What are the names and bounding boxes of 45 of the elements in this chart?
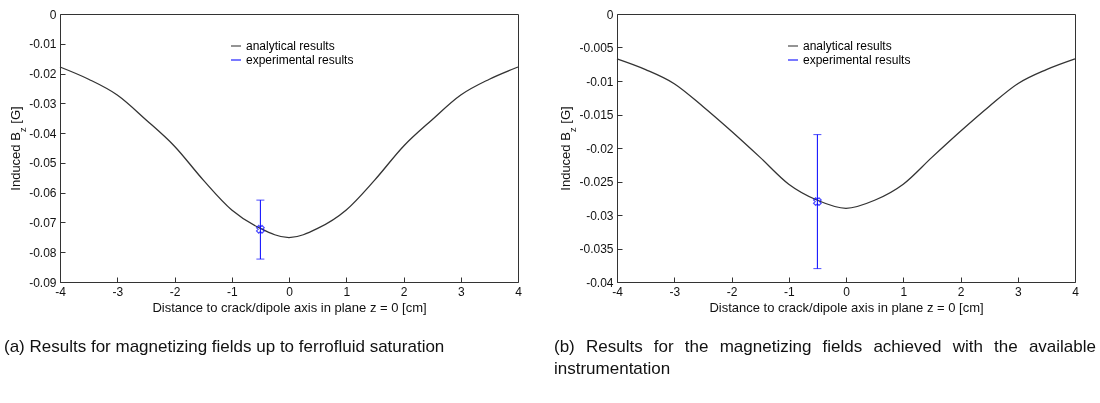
x-tick-label: -4	[55, 284, 67, 299]
y-tick-label: -0.02	[29, 67, 57, 82]
legend-label: experimental results	[246, 53, 354, 67]
legend-label: analytical results	[246, 39, 335, 53]
x-tick-label: -1	[226, 284, 238, 299]
y-tick-label: -0.03	[586, 208, 614, 223]
text: (a) Results for magnetizing fields up to ferrofluid saturation	[4, 336, 446, 358]
x-axis-title: Distance to crack/dipole axis in plane z = 0 [cm]	[152, 299, 427, 315]
y-tick-label: -0.04	[586, 275, 614, 290]
x-tick-label: 0	[286, 284, 294, 299]
y-tick-label: -0.08	[29, 245, 57, 260]
y-tick-label: -0.035	[579, 242, 614, 256]
x-tick-label: 2	[400, 284, 408, 299]
y-tick-label: 0	[606, 7, 614, 22]
y-tick-label: 0	[49, 7, 57, 22]
y-tick-label: -0.01	[29, 37, 57, 52]
y-tick-label: -0.05	[29, 156, 57, 171]
y-tick-label: -0.015	[579, 108, 614, 122]
x-tick-label: -2	[726, 284, 738, 299]
y-tick-label: -0.01	[586, 74, 614, 89]
x-tick-label: 2	[957, 284, 965, 299]
y-tick-label: -0.04	[29, 126, 57, 141]
y-tick-label: -0.09	[29, 275, 57, 290]
x-tick-label: -3	[669, 284, 681, 299]
x-tick-label: -3	[112, 284, 124, 299]
text: (b) Results for the magnetizing fields achieved with the available instrumentation	[554, 336, 1096, 380]
x-tick-label: 4	[515, 284, 523, 299]
legend-label: analytical results	[803, 39, 892, 53]
x-tick-label: 0	[843, 284, 851, 299]
y-tick-label: -0.025	[579, 175, 614, 189]
x-tick-label: 4	[1072, 284, 1080, 299]
x-tick-label: -4	[612, 284, 624, 299]
x-tick-label: -2	[169, 284, 181, 299]
x-tick-label: 1	[343, 284, 351, 299]
y-tick-label: -0.07	[29, 215, 57, 230]
legend-label: experimental results	[803, 53, 911, 67]
x-axis-title: Distance to crack/dipole axis in plane z = 0 [cm]	[709, 299, 984, 315]
y-tick-label: -0.02	[586, 141, 614, 156]
x-tick-label: 1	[900, 284, 908, 299]
x-tick-label: 3	[457, 284, 465, 299]
y-tick-label: -0.03	[29, 96, 57, 111]
y-tick-label: -0.005	[579, 41, 614, 55]
y-tick-label: -0.06	[29, 186, 57, 201]
x-tick-label: 3	[1014, 284, 1022, 299]
x-tick-label: -1	[783, 284, 795, 299]
